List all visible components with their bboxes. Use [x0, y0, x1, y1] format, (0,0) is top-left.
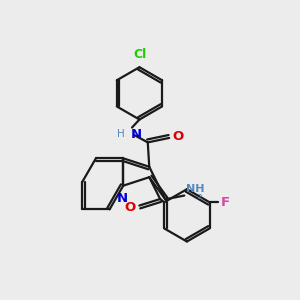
Text: NH: NH	[186, 184, 204, 194]
Text: Cl: Cl	[134, 48, 147, 61]
Text: O: O	[124, 201, 136, 214]
Text: N: N	[131, 128, 142, 141]
Text: O: O	[173, 130, 184, 143]
Text: N: N	[116, 192, 128, 205]
Text: ₂: ₂	[198, 190, 202, 201]
Text: H: H	[117, 129, 125, 139]
Text: F: F	[221, 196, 230, 209]
